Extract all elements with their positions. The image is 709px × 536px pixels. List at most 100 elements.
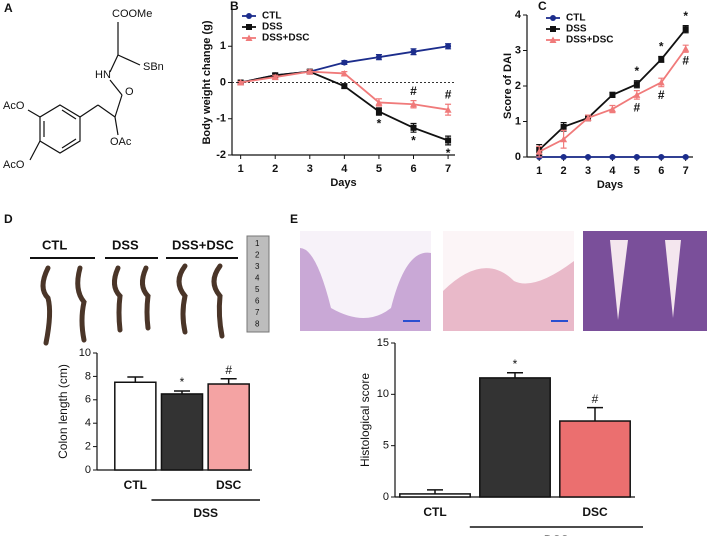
annotation: * <box>446 146 451 160</box>
point <box>633 154 640 160</box>
point <box>609 91 616 98</box>
bond <box>61 109 77 120</box>
point <box>340 69 348 77</box>
y-tick-label: 5 <box>383 440 389 452</box>
panel-label: C <box>538 0 547 13</box>
bond <box>109 79 123 96</box>
ruler-label: 2 <box>255 251 260 260</box>
histology-image <box>583 231 707 331</box>
bond <box>29 140 41 161</box>
legend-label: CTL <box>566 13 585 24</box>
x-tick-label: CTL <box>124 478 147 492</box>
y-tick-label: 1 <box>220 40 226 52</box>
legend-marker <box>245 34 253 41</box>
x-tick-label: 7 <box>683 165 689 177</box>
legend-marker <box>246 13 252 19</box>
colon <box>176 263 188 335</box>
bar <box>479 377 551 498</box>
bar <box>559 420 631 498</box>
y-tick-label: 0 <box>220 76 226 88</box>
ruler-label: 7 <box>255 308 260 317</box>
bond <box>114 116 119 136</box>
point <box>633 91 641 98</box>
x-tick-label: 2 <box>272 163 278 175</box>
legend-marker <box>246 24 252 30</box>
legend-marker <box>550 15 556 21</box>
panel-label: A <box>4 1 13 15</box>
point <box>535 148 543 155</box>
series-line <box>240 70 449 142</box>
point <box>445 43 452 50</box>
annotation: # <box>682 53 689 67</box>
annotation: # <box>445 87 452 101</box>
colon-photo: CTL DSS DSS+DSC 1 2 3 4 5 6 7 8 <box>30 235 270 346</box>
y-tick-label: 2 <box>85 441 91 453</box>
panel-label: E <box>290 212 298 226</box>
atom-label: AcO <box>3 159 25 171</box>
y-tick-label: 2 <box>515 80 521 92</box>
group-label: DSS <box>544 533 569 536</box>
lumen <box>300 231 431 318</box>
y-tick-label: 0 <box>383 491 389 503</box>
panel-label: D <box>4 212 13 226</box>
lumen <box>610 240 681 320</box>
ruler-label: 3 <box>255 262 260 271</box>
x-tick-label: 1 <box>238 163 244 175</box>
point <box>444 106 452 113</box>
x-tick-label: 4 <box>609 165 616 177</box>
legend-label: DSS+DSC <box>566 35 614 46</box>
point <box>658 56 665 63</box>
annotation: * <box>377 116 382 130</box>
annotation: # <box>410 84 417 98</box>
panel-label: B <box>230 0 239 13</box>
y-axis-label: Histological score <box>358 373 372 467</box>
point <box>445 137 452 144</box>
y-tick-label: 0 <box>85 464 91 476</box>
colon <box>140 265 151 331</box>
ruler-label: 1 <box>255 239 260 248</box>
atom-label: AcO <box>3 100 25 112</box>
y-axis-label: Score of DAI <box>502 53 514 119</box>
bar <box>399 493 471 498</box>
point <box>341 59 348 66</box>
x-tick-label: 1 <box>536 165 542 177</box>
annotation: # <box>225 363 232 377</box>
point <box>271 73 279 81</box>
point <box>584 114 592 121</box>
point <box>410 48 417 55</box>
atom-label: SBn <box>143 61 164 73</box>
ruler-label: 6 <box>255 297 260 306</box>
x-tick-label: 3 <box>307 163 313 175</box>
annotation: # <box>658 88 665 102</box>
group-label: DSS <box>193 506 218 520</box>
y-tick-label: -2 <box>216 149 226 161</box>
atom-label: OAc <box>110 136 132 148</box>
photo-label: CTL <box>42 237 67 252</box>
lumen <box>443 231 574 291</box>
y-tick-label: 15 <box>377 337 389 349</box>
bond <box>109 54 119 73</box>
x-tick-label: 6 <box>658 165 664 177</box>
point <box>410 100 418 108</box>
annotation: * <box>635 64 640 78</box>
point <box>633 81 640 88</box>
x-axis-label: Days <box>597 179 623 191</box>
colon <box>112 265 123 333</box>
y-tick-label: 4 <box>515 9 522 21</box>
x-tick-label: DSC <box>216 478 242 492</box>
point <box>237 79 245 86</box>
x-tick-label: 6 <box>410 163 416 175</box>
y-axis-label: Body weight change (g) <box>201 20 213 144</box>
error-bar <box>507 372 523 378</box>
x-tick-label: DSC <box>582 505 608 519</box>
x-tick-label: 5 <box>376 163 382 175</box>
legend-label: DSS <box>262 22 283 33</box>
point <box>608 105 616 113</box>
colon <box>75 265 87 343</box>
error-bar <box>427 489 443 494</box>
annotation: * <box>659 40 664 54</box>
photo-label: DSS+DSC <box>172 237 234 252</box>
point <box>609 154 616 160</box>
y-tick-label: 8 <box>85 370 91 382</box>
bond <box>97 104 116 118</box>
